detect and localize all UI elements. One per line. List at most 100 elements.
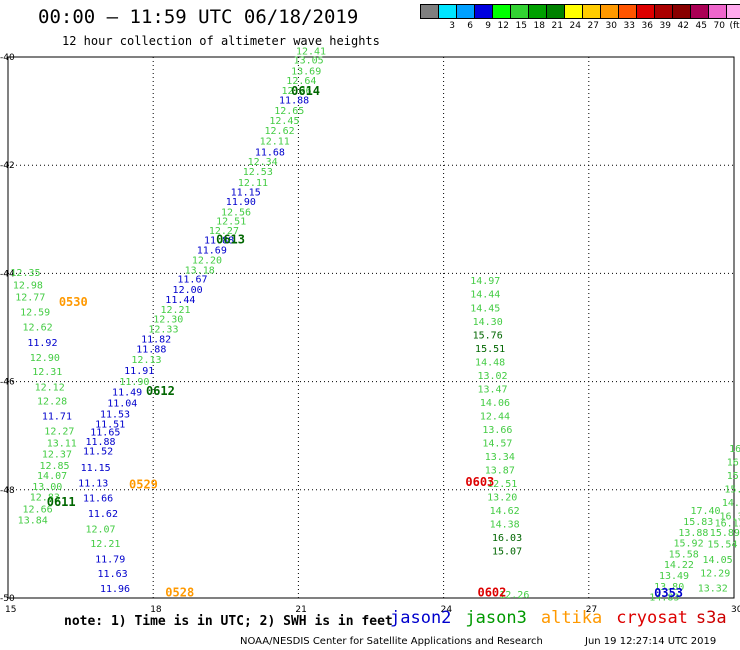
colorbar-swatch [438, 4, 456, 19]
wave-height-colorbar [420, 4, 740, 19]
data-label: 11.13 [78, 479, 108, 490]
data-label: 12.00 [173, 285, 203, 296]
colorbar-label: 33 [623, 21, 635, 31]
colorbar-swatch [618, 4, 636, 19]
data-label: 11.67 [177, 275, 207, 286]
footer-timestamp: Jun 19 12:27:14 UTC 2019 [585, 636, 717, 647]
data-label: 11.53 [100, 409, 130, 420]
data-label: 12.31 [32, 367, 62, 378]
colorbar-label: 45 [695, 21, 707, 31]
data-label: 13.34 [485, 452, 515, 463]
data-label: 12.29 [700, 568, 730, 579]
data-label: 12.53 [243, 167, 273, 178]
data-label: 14.62 [490, 506, 520, 517]
data-label: 11.68 [255, 147, 285, 158]
y-tick-label: -40 [0, 53, 15, 63]
time-label: 0353 [654, 586, 683, 600]
data-label: 11.92 [27, 338, 57, 349]
data-label: 16 [729, 444, 740, 455]
data-label: 11.65 [90, 428, 120, 439]
data-label: 13.02 [477, 371, 507, 382]
colorbar-label: 12 [497, 21, 509, 31]
data-label: 16.03 [492, 533, 522, 544]
x-tick-label: 30 [731, 605, 740, 615]
data-label: 12.27 [209, 226, 239, 237]
data-label: 17.40 [690, 506, 720, 517]
time-label: 0529 [129, 478, 158, 492]
data-label: 11.62 [88, 509, 118, 520]
data-label: 13.80 [654, 582, 684, 593]
data-label: 11.90 [226, 197, 256, 208]
data-label: 12.41 [296, 46, 326, 57]
data-label: 12.35 [10, 268, 40, 279]
time-label: 0530 [59, 295, 88, 309]
x-tick-label: 15 [5, 605, 16, 615]
data-label: 12.21 [90, 539, 120, 550]
data-label: 14.97 [470, 276, 500, 287]
colorbar-label: 42 [677, 21, 689, 31]
data-label: 12.07 [85, 525, 115, 536]
colorbar-swatch [528, 4, 546, 19]
data-label: 15.76 [473, 330, 503, 341]
data-label: 15.07 [492, 547, 522, 558]
data-label: 15.89 [710, 528, 740, 539]
colorbar-swatch [546, 4, 564, 19]
y-tick-label: -44 [0, 269, 15, 279]
data-label: 15.92 [674, 539, 704, 550]
data-label: 11.90 [119, 377, 149, 388]
data-label: 12.59 [20, 308, 50, 319]
data-label: 11.04 [107, 398, 137, 409]
data-label: 12.20 [192, 256, 222, 267]
y-tick-label: -48 [0, 486, 15, 496]
colorbar-label: 30 [605, 21, 617, 31]
colorbar-label: 39 [659, 21, 671, 31]
data-label: 11.69 [197, 245, 227, 256]
data-label: 13.00 [32, 482, 62, 493]
time-label: 0614 [291, 84, 320, 98]
colorbar-swatch [708, 4, 726, 19]
satellite-legend: jason2 jason3 altika cryosat s3a [390, 608, 727, 628]
colorbar-swatch [600, 4, 618, 19]
data-label: 14.06 [480, 398, 510, 409]
time-label: 0612 [146, 384, 175, 398]
data-label: 12.28 [37, 396, 67, 407]
colorbar-label: 15 [515, 21, 527, 31]
colorbar-label: 24 [569, 21, 581, 31]
chart-title: 00:00 — 11:59 UTC 06/18/2019 [38, 6, 359, 28]
colorbar-swatch [456, 4, 474, 19]
colorbar-label: 3 [449, 21, 455, 31]
data-label: 12.56 [221, 208, 251, 219]
colorbar-swatch [636, 4, 654, 19]
data-label: 14.83 [649, 593, 679, 604]
data-label: 12.65 [274, 106, 304, 117]
colorbar-swatch [726, 4, 740, 19]
legend-s3a: s3a [695, 608, 727, 628]
data-label: 13.84 [18, 515, 48, 526]
data-label: 12.12 [35, 382, 65, 393]
data-label: 13.32 [698, 584, 728, 595]
y-tick-label: -50 [0, 594, 15, 604]
time-label: 0613 [216, 233, 245, 247]
chart-note: note: 1) Time is in UTC; 2) SWH is in fe… [64, 614, 393, 629]
data-label: 13.18 [185, 265, 215, 276]
data-label: 11.49 [112, 388, 142, 399]
data-label: 12.51 [487, 479, 517, 490]
colorbar-swatch [690, 4, 708, 19]
colorbar-swatch [564, 4, 582, 19]
data-label: 14.30 [473, 317, 503, 328]
data-label: 13.20 [487, 493, 517, 504]
data-label: 12.11 [260, 137, 290, 148]
data-label: 14.57 [482, 439, 512, 450]
data-label: 12.44 [480, 411, 510, 422]
data-label: 14.67 [722, 498, 740, 509]
data-label: 14.45 [470, 303, 500, 314]
data-label: 11.88 [204, 236, 234, 247]
data-label: 11.71 [42, 411, 72, 422]
data-label: 12.27 [44, 427, 74, 438]
data-label: 11.66 [83, 494, 113, 505]
y-tick-label: -42 [0, 161, 15, 171]
colorbar-swatch [420, 4, 438, 19]
data-label: 12.85 [39, 461, 69, 472]
data-label: 12.98 [13, 281, 43, 292]
